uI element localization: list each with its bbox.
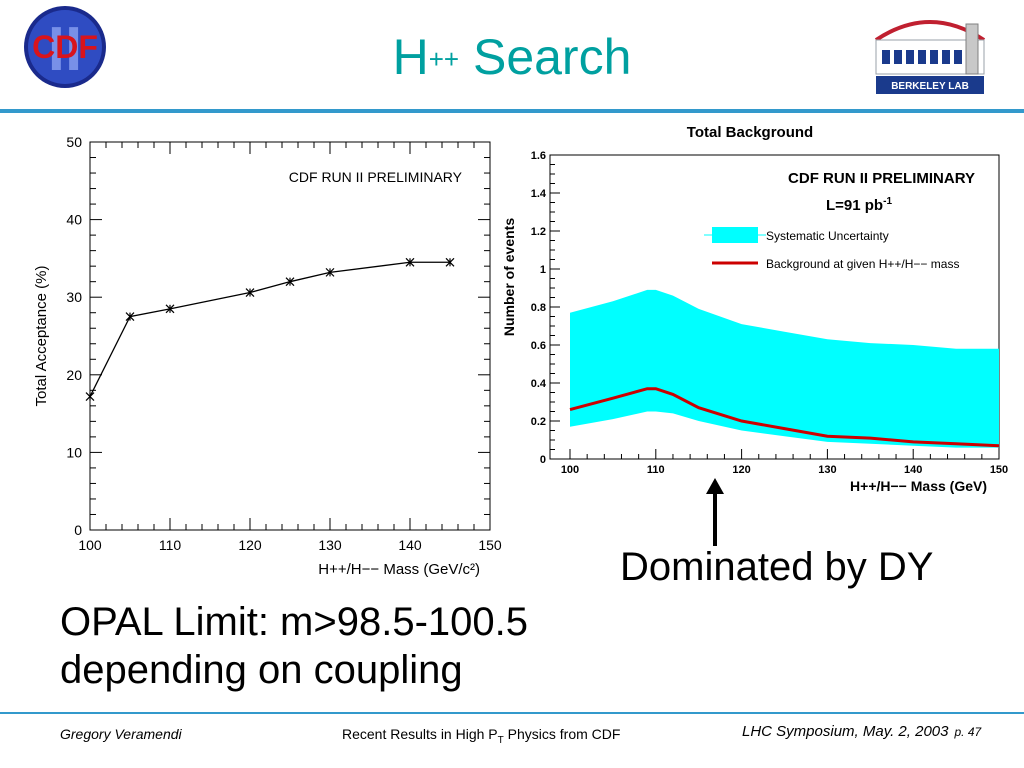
bg-y-tick-label: 0 — [540, 454, 546, 466]
bg-x-tick-label: 150 — [990, 464, 1008, 476]
cdf-logo-letters: CDF — [32, 29, 98, 65]
berkeley-lab-text: BERKELEY LAB — [891, 81, 969, 92]
y-tick-label: 40 — [66, 212, 82, 228]
background-chart-subtitle: CDF RUN II PRELIMINARY — [788, 170, 975, 187]
cdf-logo-numeral: II — [48, 15, 82, 84]
acceptance-plot-frame — [89, 141, 491, 531]
y-tick-label: 20 — [66, 367, 82, 383]
acceptance-point — [165, 304, 175, 314]
page-number: p. 47 — [954, 725, 982, 739]
x-tick-label: 100 — [78, 537, 102, 553]
cdf-logo-graphic: II CDF — [24, 6, 106, 88]
bg-y-tick-label: 1.2 — [531, 226, 546, 238]
y-tick-label: 10 — [66, 444, 82, 460]
bg-x-tick-label: 140 — [904, 464, 922, 476]
y-tick-label: 50 — [66, 134, 82, 150]
up-arrow — [706, 478, 724, 546]
acceptance-point — [405, 257, 415, 267]
background-y-axis-label: Number of events — [501, 218, 517, 336]
bg-y-tick-label: 1.4 — [531, 188, 547, 200]
bg-x-tick-label: 100 — [561, 464, 579, 476]
opal-limit-line-1: OPAL Limit: m>98.5-100.5 — [60, 600, 529, 644]
x-tick-label: 120 — [238, 537, 262, 553]
footer-venue: LHC Symposium, May. 2, 2003 p. 47 — [742, 723, 982, 740]
bg-y-tick-label: 0.6 — [531, 340, 546, 352]
opal-limit-line-2: depending on coupling — [60, 648, 463, 692]
x-tick-label: 150 — [478, 537, 502, 553]
acceptance-point — [325, 267, 335, 277]
acceptance-y-axis-label: Total Acceptance (%) — [33, 266, 50, 407]
bg-y-tick-label: 0.8 — [531, 302, 546, 314]
systematic-uncertainty-band — [570, 289, 999, 448]
y-tick-label: 30 — [66, 289, 82, 305]
bg-y-tick-label: 0.2 — [531, 416, 546, 428]
cdf-logo: II CDF — [14, 4, 116, 90]
x-tick-label: 130 — [318, 537, 342, 553]
footer-author: Gregory Veramendi — [60, 726, 182, 742]
footer-divider — [0, 712, 1024, 714]
bg-x-tick-label: 130 — [818, 464, 836, 476]
background-chart: Total Background 100 110 120 130 140 150 0 0.2 0.… — [501, 124, 1008, 494]
background-line — [569, 387, 1000, 448]
bg-y-tick-label: 0.4 — [531, 378, 547, 390]
bg-y-tick-label: 1.6 — [531, 150, 546, 162]
x-tick-label: 140 — [398, 537, 422, 553]
bg-y-tick-label: 1 — [540, 264, 546, 276]
acceptance-point — [285, 277, 295, 287]
acceptance-chart-title: CDF RUN II PRELIMINARY — [289, 169, 463, 185]
acceptance-x-axis-label: H++/H−− Mass (GeV/c²) — [318, 561, 480, 578]
acceptance-point — [445, 257, 455, 267]
background-chart-title: Total Background — [687, 124, 813, 141]
dominated-by-dy-note: Dominated by DY — [620, 545, 934, 589]
berkeley-lab-graphic: BERKELEY LAB — [874, 20, 986, 94]
bg-x-tick-label: 120 — [732, 464, 750, 476]
berkeley-lab-logo: BERKELEY LAB — [872, 10, 988, 98]
luminosity-label: L=91 pb-1 — [826, 196, 892, 214]
acceptance-chart: 100 110 120 130 140 150 0 10 20 30 40 50 CDF RUN II … — [33, 134, 502, 578]
legend-systematic-label: Systematic Uncertainty — [766, 229, 889, 243]
acceptance-point — [85, 392, 95, 401]
bg-x-tick-label: 110 — [647, 464, 665, 476]
opal-limit-note: OPAL Limit: m>98.5-100.5 depending on co… — [60, 598, 528, 694]
footer-talk-title: Recent Results in High PT Physics from C… — [342, 726, 621, 746]
background-x-axis-label: H++/H−− Mass (GeV) — [850, 478, 987, 494]
legend-background-label: Background at given H++/H−− mass — [766, 257, 959, 271]
acceptance-point — [245, 288, 255, 297]
slide-title: H++ Search — [392, 29, 632, 85]
acceptance-point — [125, 312, 135, 322]
y-tick-label: 0 — [74, 522, 82, 538]
title-divider — [0, 109, 1024, 113]
acceptance-line — [89, 261, 450, 397]
x-tick-label: 110 — [159, 537, 182, 553]
